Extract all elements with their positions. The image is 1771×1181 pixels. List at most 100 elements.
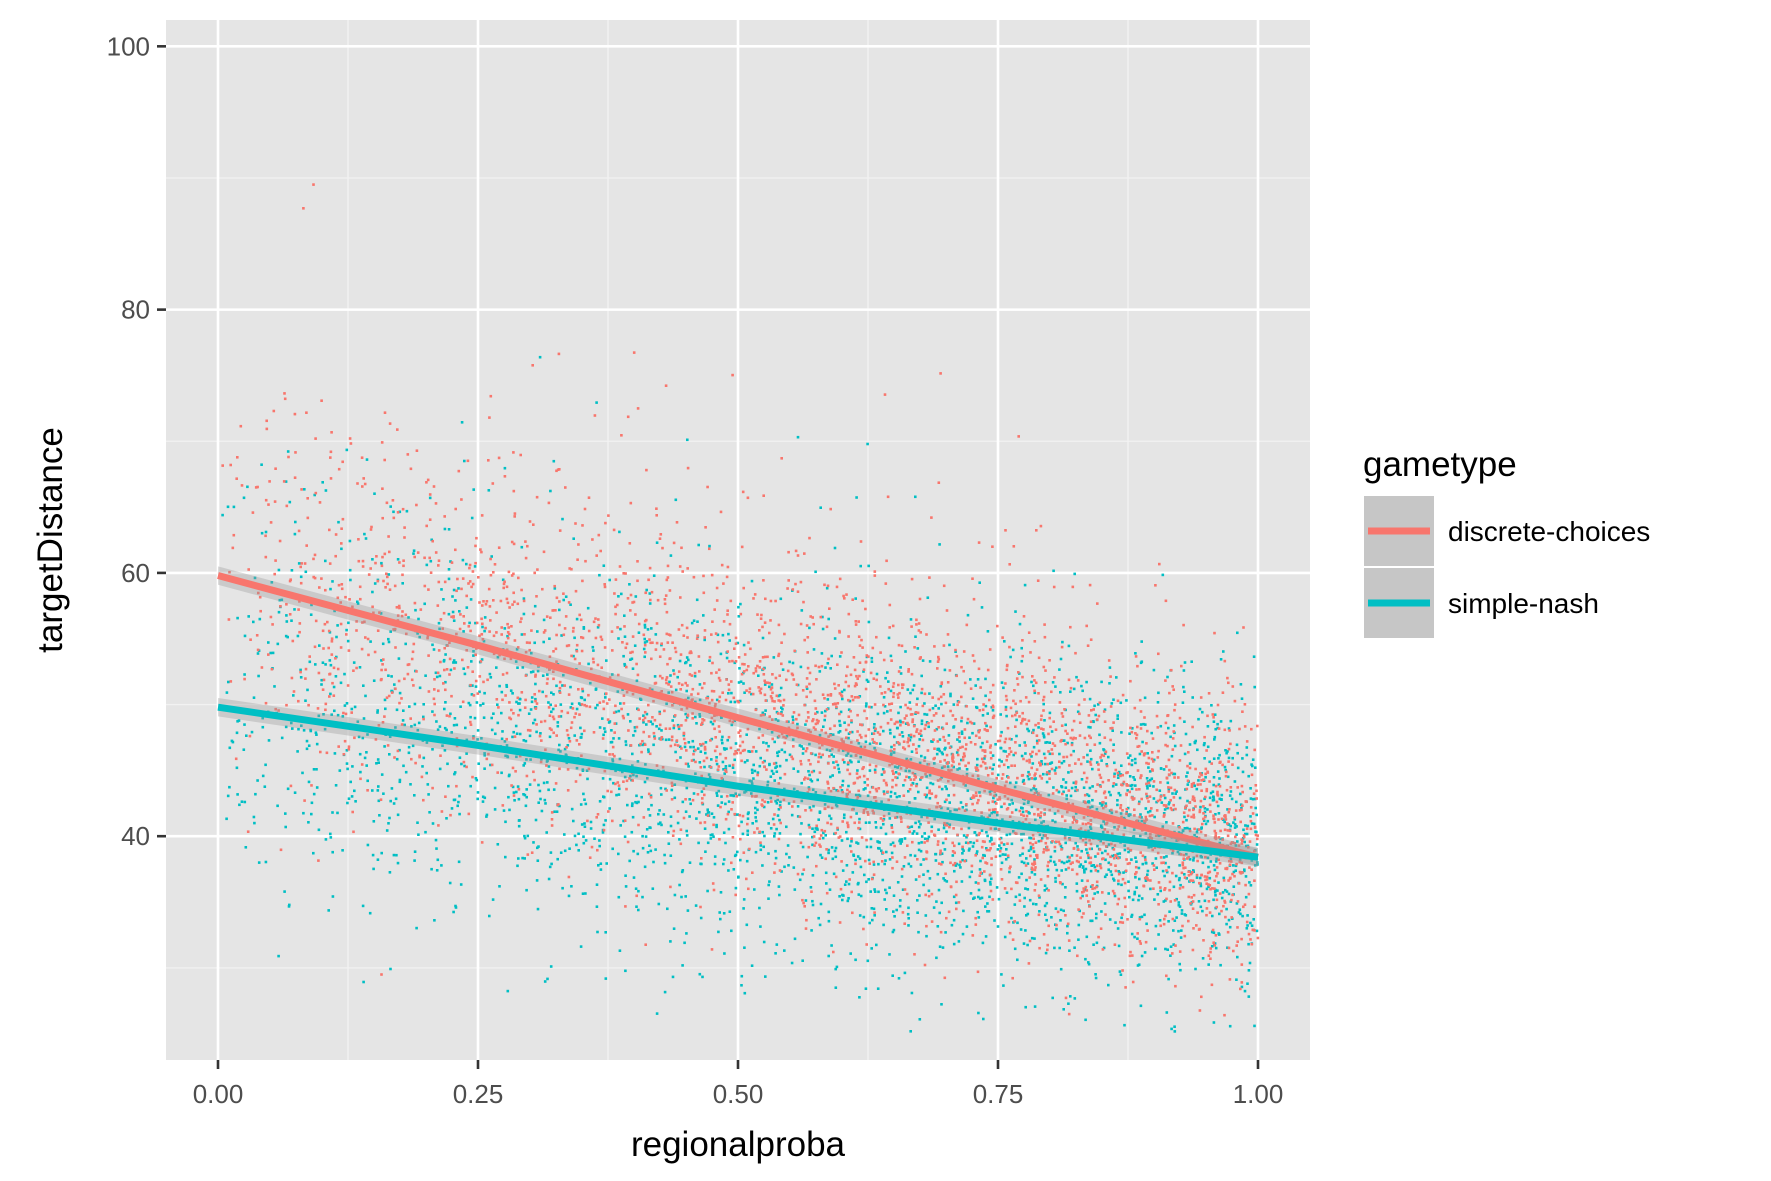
point <box>917 820 921 823</box>
point <box>583 822 586 825</box>
point <box>752 763 755 767</box>
point <box>428 496 432 500</box>
point <box>824 871 828 875</box>
point <box>283 392 286 395</box>
point <box>864 987 868 990</box>
point <box>452 910 455 914</box>
point <box>838 655 842 658</box>
point <box>647 703 650 707</box>
point <box>915 728 919 731</box>
point <box>1117 882 1120 886</box>
point <box>1213 829 1217 833</box>
point <box>735 751 739 755</box>
point <box>537 783 540 787</box>
point <box>498 684 501 688</box>
point <box>392 802 396 805</box>
point <box>1212 864 1216 867</box>
point <box>700 723 703 726</box>
point <box>1097 714 1101 718</box>
point <box>518 708 522 712</box>
point <box>1069 826 1072 829</box>
point <box>574 780 578 783</box>
point <box>814 841 818 845</box>
point <box>922 883 925 887</box>
point <box>698 698 702 702</box>
point <box>678 745 682 748</box>
point <box>704 850 707 853</box>
point <box>984 905 987 908</box>
point <box>942 877 945 880</box>
point <box>679 756 682 759</box>
point <box>1183 661 1187 664</box>
point <box>290 619 293 622</box>
point <box>246 485 249 489</box>
point <box>1121 773 1124 777</box>
point <box>1078 712 1081 716</box>
point <box>351 605 354 609</box>
point <box>617 784 621 787</box>
point <box>1004 708 1008 711</box>
point <box>1081 891 1084 894</box>
point <box>615 793 618 797</box>
point <box>1133 808 1136 811</box>
point <box>1159 889 1162 893</box>
point <box>759 844 763 847</box>
point <box>1083 793 1087 797</box>
point <box>1245 753 1249 757</box>
point <box>1219 837 1222 841</box>
point <box>1145 792 1148 796</box>
point <box>969 892 973 895</box>
point <box>829 667 832 670</box>
point <box>329 663 333 667</box>
point <box>1239 792 1242 796</box>
point <box>336 596 340 600</box>
point <box>1226 676 1229 680</box>
point <box>756 771 760 774</box>
point <box>512 451 515 454</box>
point <box>1163 836 1167 840</box>
point <box>697 655 701 658</box>
point <box>719 805 722 809</box>
point <box>472 737 475 740</box>
point <box>1077 828 1081 832</box>
point <box>476 791 480 794</box>
point <box>889 709 892 712</box>
point <box>761 830 764 834</box>
point <box>866 442 869 446</box>
point <box>1226 775 1230 779</box>
point <box>688 861 692 864</box>
point <box>1218 862 1222 865</box>
point <box>947 734 951 737</box>
point <box>713 855 717 858</box>
point <box>1223 820 1226 824</box>
point <box>1002 843 1006 846</box>
point <box>708 547 711 551</box>
point <box>935 900 938 903</box>
point <box>854 597 857 600</box>
point <box>1057 790 1061 794</box>
point <box>863 709 866 713</box>
point <box>763 683 767 686</box>
point <box>604 819 607 822</box>
point <box>846 665 849 669</box>
point <box>779 821 782 825</box>
point <box>532 770 535 774</box>
point <box>977 777 980 781</box>
point <box>230 739 234 743</box>
point <box>661 737 664 741</box>
point <box>837 836 841 839</box>
point <box>1236 631 1239 635</box>
point <box>1117 825 1121 828</box>
point <box>710 948 714 951</box>
point <box>761 625 764 629</box>
point <box>276 642 280 646</box>
point <box>1144 879 1148 882</box>
point <box>1098 741 1102 745</box>
point <box>660 736 664 739</box>
point <box>976 910 979 914</box>
point <box>715 791 718 795</box>
point <box>378 611 381 614</box>
point <box>299 676 303 679</box>
point <box>830 753 833 756</box>
point <box>392 516 396 520</box>
